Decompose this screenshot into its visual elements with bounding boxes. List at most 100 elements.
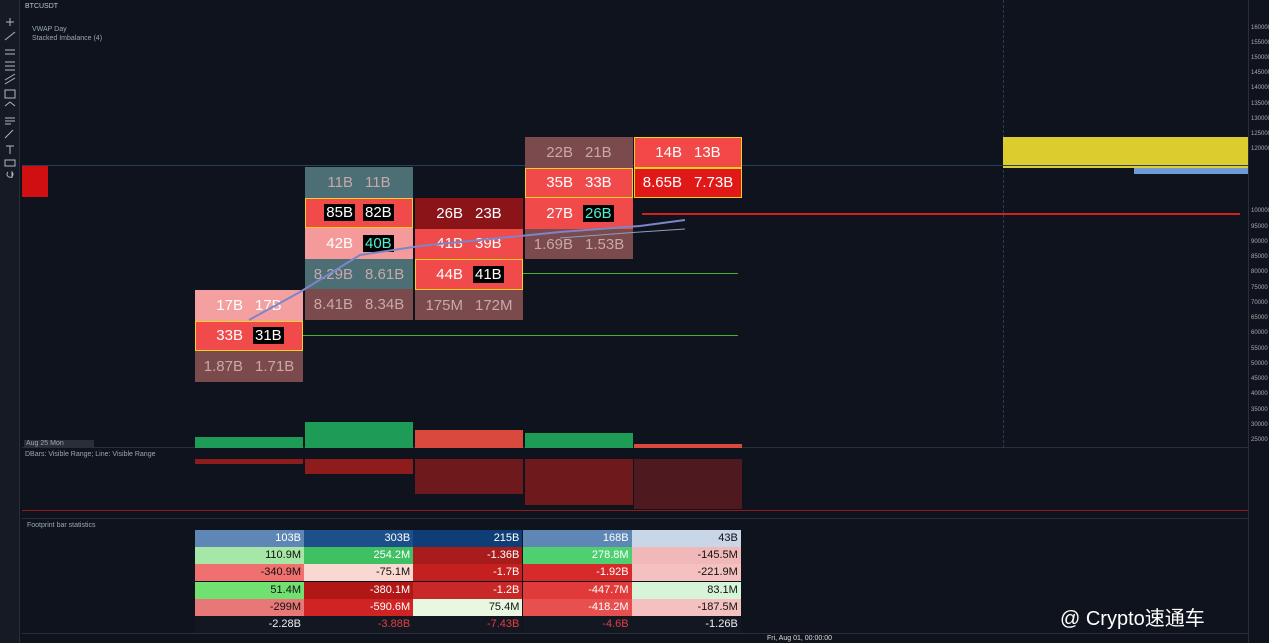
legend-item: Stacked Imbalance (4) — [32, 35, 103, 42]
zero-line — [22, 510, 1248, 511]
price-label: 35000 — [1251, 407, 1268, 413]
price-label: 145000 — [1251, 70, 1269, 76]
price-label: 25000 — [1251, 437, 1268, 443]
stat-cell: -1.92B — [522, 564, 632, 582]
volume-bar — [305, 422, 413, 448]
stat-cell: -3.88B — [304, 616, 414, 633]
price-label: 30000 — [1251, 422, 1268, 428]
footprint-cell: 8.65B 7.73B — [634, 167, 742, 199]
bid-volume: 27B — [546, 204, 573, 222]
time-axis: Fri, Aug 01, 00:00:00 — [22, 633, 1248, 643]
stat-cell: -4.6B — [522, 616, 632, 633]
ask-volume: 40B — [363, 234, 394, 252]
stat-cell: -187.5M — [631, 598, 741, 616]
delta-bar — [525, 459, 633, 505]
zone — [1003, 137, 1248, 168]
volume-bar — [195, 437, 303, 448]
price-label: 125000 — [1251, 131, 1269, 137]
bid-volume: 14B — [655, 143, 682, 161]
delta-bar — [305, 459, 413, 474]
stat-cell: -1.26B — [631, 616, 741, 633]
delta-bar — [634, 459, 742, 509]
stat-cell: -75.1M — [304, 564, 414, 582]
price-label: 45000 — [1251, 376, 1268, 382]
price-label: 140000 — [1251, 85, 1269, 91]
price-label: 100000 — [1251, 208, 1269, 214]
delta-pane: DBars: Visible Range; Line: Visible Rang… — [22, 449, 1248, 519]
divider — [1003, 0, 1004, 448]
stat-cell: 103B — [195, 530, 304, 547]
bid-volume: 85B — [324, 204, 355, 222]
footprint-cell: 175M 172M — [415, 289, 523, 321]
ask-volume: 41B — [473, 265, 504, 283]
price-label: 75000 — [1251, 285, 1268, 291]
price-label: 160000 — [1251, 25, 1269, 31]
ask-volume: 11B — [365, 173, 391, 191]
ask-volume: 21B — [585, 143, 612, 161]
zone — [1134, 168, 1248, 174]
bid-volume: 22B — [546, 143, 573, 161]
time-label: Fri, Aug 01, 00:00:00 — [767, 635, 832, 642]
price-label: 120000 — [1251, 146, 1269, 152]
bid-volume: 44B — [436, 265, 463, 283]
level-line — [642, 213, 1240, 215]
footprint-cell: 26B 23B — [415, 198, 523, 229]
ask-volume: 8.34B — [365, 296, 405, 314]
watermark: @ Crypto速通车 — [1060, 608, 1205, 630]
volume-bar — [415, 430, 523, 448]
stat-cell: 254.2M — [304, 547, 414, 565]
price-label: 85000 — [1251, 254, 1268, 260]
footprint-cell: 1.69B 1.53B — [525, 228, 633, 260]
footprint-cell: 8.41B 8.34B — [305, 289, 413, 320]
price-label: 150000 — [1251, 55, 1269, 61]
ask-volume: 1.71B — [255, 357, 295, 375]
stat-cell: -1.2B — [413, 581, 523, 599]
bid-volume: 8.41B — [313, 296, 353, 314]
footprint-cell: 8.29B 8.61B — [305, 258, 413, 290]
delta-bar — [195, 459, 303, 464]
bid-volume: 175M — [425, 296, 463, 314]
stat-cell: 110.9M — [195, 547, 304, 565]
ask-volume: 7.73B — [694, 174, 734, 192]
level-line — [303, 335, 738, 336]
footprint-cell: 33B 31B — [195, 320, 303, 352]
toolbar-icons — [4, 18, 16, 178]
price-label: 65000 — [1251, 315, 1268, 321]
vwap-overlay — [248, 219, 686, 321]
stat-cell: 215B — [413, 530, 523, 547]
stat-cell: -221.9M — [631, 564, 741, 582]
symbol: BTCUSDT — [25, 3, 59, 10]
stat-cell: 303B — [304, 530, 414, 547]
stat-cell: -145.5M — [631, 547, 741, 565]
footprint-cell: 22B 21B — [525, 137, 633, 168]
ask-volume: 31B — [253, 327, 284, 345]
footprint-cell: 42B 40B — [305, 228, 413, 259]
ask-volume: 23B — [475, 204, 502, 222]
bid-volume: 11B — [327, 173, 353, 191]
stat-cell: 75.4M — [413, 598, 523, 616]
volume-bar — [525, 433, 633, 448]
ask-volume: 82B — [363, 204, 394, 222]
footprint-cell: 17B 17B — [195, 290, 303, 321]
bid-volume: 35B — [546, 174, 573, 192]
footprint-cell: 14B 13B — [634, 137, 742, 168]
stat-cell: -2.28B — [195, 616, 304, 633]
marker — [22, 166, 48, 197]
price-label: 40000 — [1251, 391, 1268, 397]
bid-volume: 8.65B — [642, 174, 682, 192]
footprint-cell: 85B 82B — [305, 197, 413, 229]
price-label: 55000 — [1251, 346, 1268, 352]
delta-bar — [415, 459, 523, 494]
stat-cell: -380.1M — [304, 581, 414, 599]
pane-title: Footprint bar statistics — [27, 522, 96, 529]
price-label: 95000 — [1251, 224, 1268, 230]
footprint-cell: 27B 26B — [525, 198, 633, 229]
price-label: 50000 — [1251, 361, 1268, 367]
bid-volume: 26B — [436, 204, 463, 222]
footprint-cell: 11B 11B — [305, 167, 413, 198]
legend-item: VWAP Day — [32, 26, 67, 33]
ask-volume: 26B — [583, 204, 614, 222]
price-label: 90000 — [1251, 239, 1268, 245]
stat-cell: -590.6M — [304, 598, 414, 616]
price-label: 130000 — [1251, 116, 1269, 122]
